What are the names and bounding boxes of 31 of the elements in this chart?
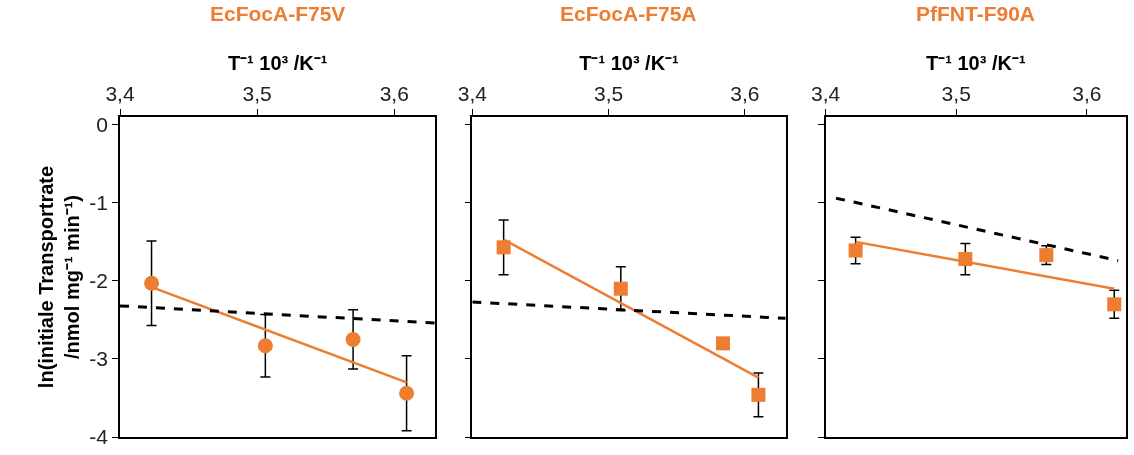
x-tick-label: 3,6	[379, 81, 409, 105]
y-tick-label: -2	[89, 269, 109, 293]
x-tick-label: 3,4	[105, 81, 135, 105]
y-tick-label: -1	[89, 191, 109, 215]
point	[1107, 297, 1122, 312]
point	[848, 243, 863, 258]
y-axis-title: ln(initiale Transportrate /nmol mg⁻¹ min⁻¹)	[35, 165, 84, 389]
y-tick-label: -3	[89, 347, 109, 371]
point	[144, 275, 160, 291]
point	[751, 387, 766, 402]
x-tick-label: 3,5	[593, 81, 624, 105]
x-tick-label: 3,5	[941, 81, 971, 105]
point	[496, 240, 511, 255]
x-axis-title: T⁻¹ 10³ /K⁻¹	[227, 51, 328, 74]
y-tick-label: -4	[89, 425, 109, 449]
x-tick-label: 3,4	[457, 81, 488, 105]
x-axis-title: T⁻¹ 10³ /K⁻¹	[926, 51, 1026, 74]
x-tick-label: 3,4	[811, 81, 841, 105]
x-tick-label: 3,6	[1072, 81, 1102, 105]
chart-title: EcFocA-F75A	[560, 2, 697, 25]
x-tick-label: 3,5	[242, 81, 272, 105]
y-tick-label: 0	[96, 113, 109, 137]
point	[716, 336, 730, 351]
point	[257, 338, 273, 354]
point	[613, 281, 628, 296]
chart-title: EcFocA-F75V	[210, 2, 346, 25]
point	[399, 385, 415, 401]
point	[345, 331, 361, 347]
x-tick-label: 3,6	[730, 81, 760, 105]
chart-title: PfFNT-F90A	[916, 2, 1036, 25]
x-axis-title: T⁻¹ 10³ /K⁻¹	[579, 51, 680, 74]
